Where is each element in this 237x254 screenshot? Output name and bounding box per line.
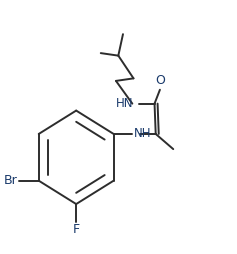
Text: F: F — [73, 223, 80, 236]
Text: HN: HN — [116, 97, 133, 110]
Text: NH: NH — [133, 128, 151, 140]
Text: O: O — [155, 74, 165, 87]
Text: Br: Br — [4, 174, 18, 187]
